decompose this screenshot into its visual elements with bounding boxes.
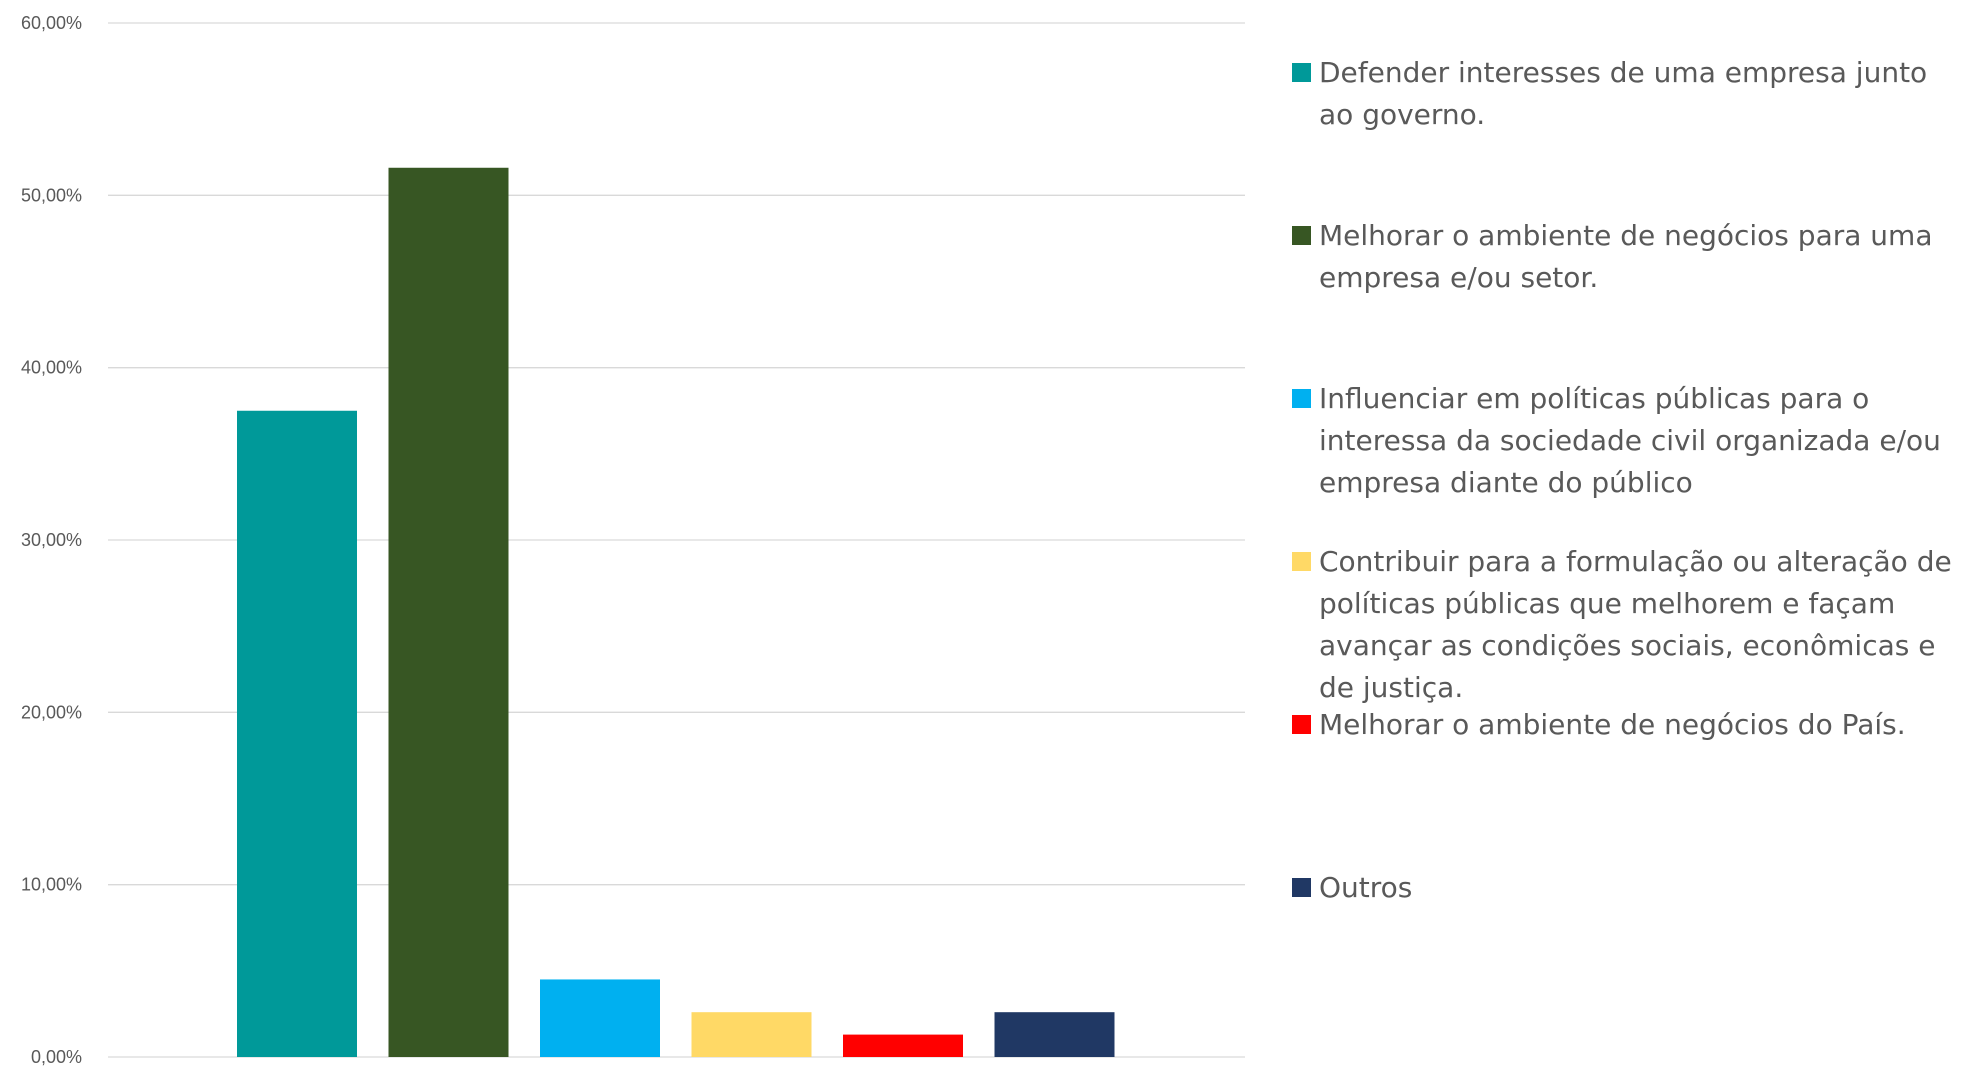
bar — [237, 410, 357, 1057]
plot-area: 0,00% 10,00% 20,00% 30,00% 40,00% 50,00% 60,00… — [21, 13, 1245, 1067]
legend-item: Outros — [1292, 867, 1968, 909]
bar — [843, 1034, 963, 1057]
legend-swatch — [1292, 878, 1311, 897]
legend-item: Contribuir para a formulação ou alteraçã… — [1292, 541, 1968, 709]
legend-label: Melhorar o ambiente de negócios para uma… — [1319, 219, 1933, 294]
legend-label: Outros — [1319, 871, 1413, 904]
legend-item: Influenciar em políticas públicas para o… — [1292, 378, 1968, 504]
y-tick-label: 50,00% — [21, 185, 82, 205]
legend-swatch — [1292, 552, 1311, 571]
y-tick-label: 20,00% — [21, 702, 82, 722]
legend-swatch — [1292, 389, 1311, 408]
legend-item: Melhorar o ambiente de negócios do País. — [1292, 704, 1968, 746]
legend-label: Contribuir para a formulação ou alteraçã… — [1319, 545, 1952, 704]
legend-item: Defender interesses de uma empresa junto… — [1292, 52, 1968, 136]
legend-swatch — [1292, 63, 1311, 82]
legend-swatch — [1292, 226, 1311, 245]
legend-label: Influenciar em políticas públicas para o… — [1319, 382, 1941, 499]
legend-swatch — [1292, 715, 1311, 734]
y-tick-label: 30,00% — [21, 530, 82, 550]
legend-item: Melhorar o ambiente de negócios para uma… — [1292, 215, 1968, 299]
y-tick-label: 40,00% — [21, 358, 82, 378]
bar — [388, 167, 509, 1057]
bar — [691, 1012, 812, 1057]
bar — [994, 1012, 1115, 1057]
legend-label: Defender interesses de uma empresa junto… — [1319, 56, 1928, 131]
legend-label: Melhorar o ambiente de negócios do País. — [1319, 708, 1906, 741]
y-tick-label: 60,00% — [21, 13, 82, 33]
bar — [540, 979, 660, 1057]
y-tick-label: 0,00% — [31, 1047, 82, 1067]
y-tick-label: 10,00% — [21, 875, 82, 895]
